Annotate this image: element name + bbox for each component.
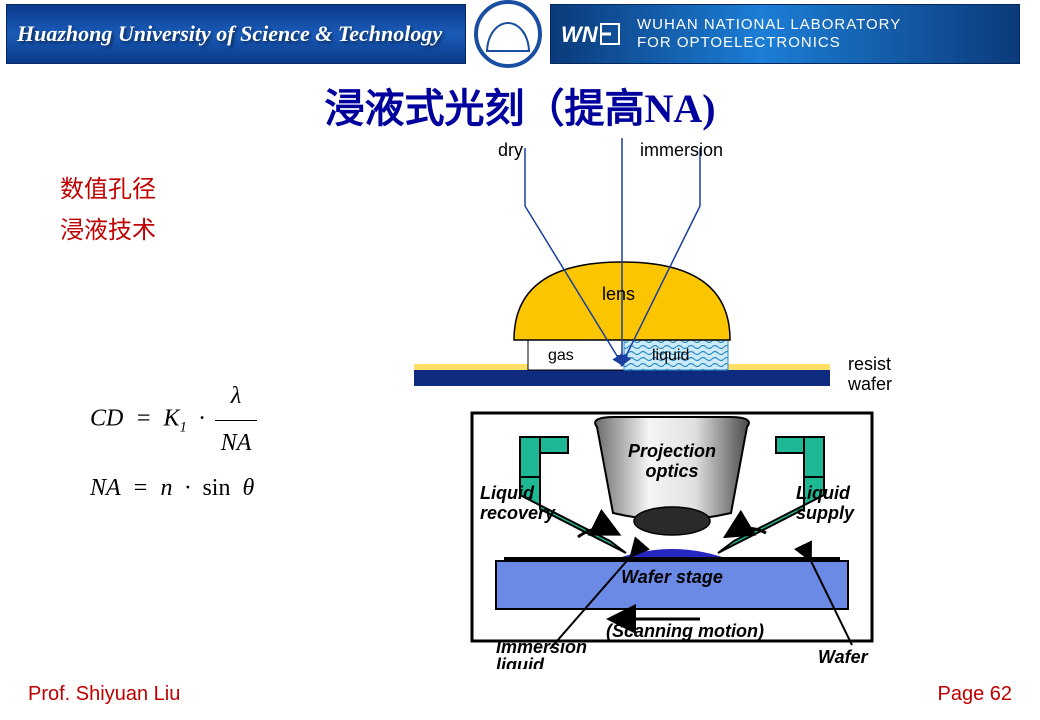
eq-sign-2: =	[132, 475, 148, 501]
svg-text:immersion: immersion	[640, 140, 723, 160]
svg-text:(Scanning motion): (Scanning motion)	[606, 621, 764, 641]
term-list: 数值孔径 浸液技术	[60, 170, 156, 252]
svg-text:recovery: recovery	[480, 503, 556, 523]
n-symbol: n	[160, 475, 172, 501]
author-name: Prof. Shiyuan Liu	[28, 683, 180, 706]
university-seal-icon	[474, 0, 542, 68]
k1-sub: 1	[180, 419, 187, 435]
slide-header: Huazhong University of Science & Technol…	[0, 0, 1040, 68]
university-banner: Huazhong University of Science & Technol…	[6, 4, 466, 64]
eq-sign: =	[135, 406, 151, 432]
svg-text:Projection: Projection	[628, 441, 716, 461]
theta-symbol: θ	[242, 475, 254, 501]
svg-text:liquid: liquid	[652, 347, 689, 364]
svg-text:gas: gas	[548, 347, 574, 364]
slide-footer: Prof. Shiyuan Liu Page 62	[0, 683, 1040, 706]
svg-text:liquid: liquid	[496, 655, 545, 669]
dot-2: ·	[184, 475, 190, 501]
term-immersion: 浸液技术	[60, 211, 156, 252]
svg-text:lens: lens	[602, 284, 635, 304]
university-name: Huazhong University of Science & Technol…	[17, 21, 442, 47]
term-numerical-aperture: 数值孔径	[60, 170, 156, 211]
svg-text:Wafer: Wafer	[818, 647, 869, 667]
lab-name-line2: FOR OPTOELECTRONICS	[637, 34, 901, 52]
cd-symbol: CD	[90, 406, 123, 432]
wnlo-logo-icon: WN	[561, 20, 623, 48]
sin-symbol: sin	[202, 475, 230, 501]
page-number: Page 62	[937, 683, 1012, 706]
formula-block: CD = K1 · λ NA NA = n · sin θ	[90, 374, 261, 512]
svg-text:Liquid: Liquid	[796, 483, 851, 503]
frac-den: NA	[215, 421, 258, 467]
svg-text:Liquid: Liquid	[480, 483, 535, 503]
svg-text:resist: resist	[848, 354, 891, 374]
svg-text:supply: supply	[796, 503, 855, 523]
formula-cd: CD = K1 · λ NA	[90, 374, 261, 466]
formula-na: NA = n · sin θ	[90, 466, 261, 512]
svg-text:wafer: wafer	[847, 374, 892, 394]
slide-body: 数值孔径 浸液技术 CD = K1 · λ NA NA = n · sin θ	[0, 134, 1040, 674]
slide-title: 浸液式光刻（提高NA)	[0, 76, 1040, 134]
frac-num: λ	[215, 374, 258, 421]
svg-text:Wafer stage: Wafer stage	[621, 567, 723, 587]
svg-text:dry: dry	[498, 140, 523, 160]
diagram-lens-cross-section: dry immersion lens gas liquid resistwafer	[400, 134, 1020, 414]
lab-name: WUHAN NATIONAL LABORATORY FOR OPTOELECTR…	[637, 16, 901, 52]
diagram-zone: dry immersion lens gas liquid resistwafer Pro…	[400, 134, 1020, 674]
diagram-immersion-system: ProjectionopticsLiquidrecoveryLiquidsupp…	[400, 409, 1020, 669]
svg-text:optics: optics	[645, 461, 698, 481]
svg-text:Immersion: Immersion	[496, 637, 587, 657]
svg-text:WN: WN	[561, 22, 599, 47]
k1-symbol: K	[164, 406, 180, 432]
dot: ·	[199, 406, 205, 432]
lab-banner: WN WUHAN NATIONAL LABORATORY FOR OPTOELE…	[550, 4, 1020, 64]
fraction: λ NA	[215, 374, 258, 466]
na-symbol: NA	[90, 475, 120, 501]
lab-name-line1: WUHAN NATIONAL LABORATORY	[637, 16, 901, 34]
